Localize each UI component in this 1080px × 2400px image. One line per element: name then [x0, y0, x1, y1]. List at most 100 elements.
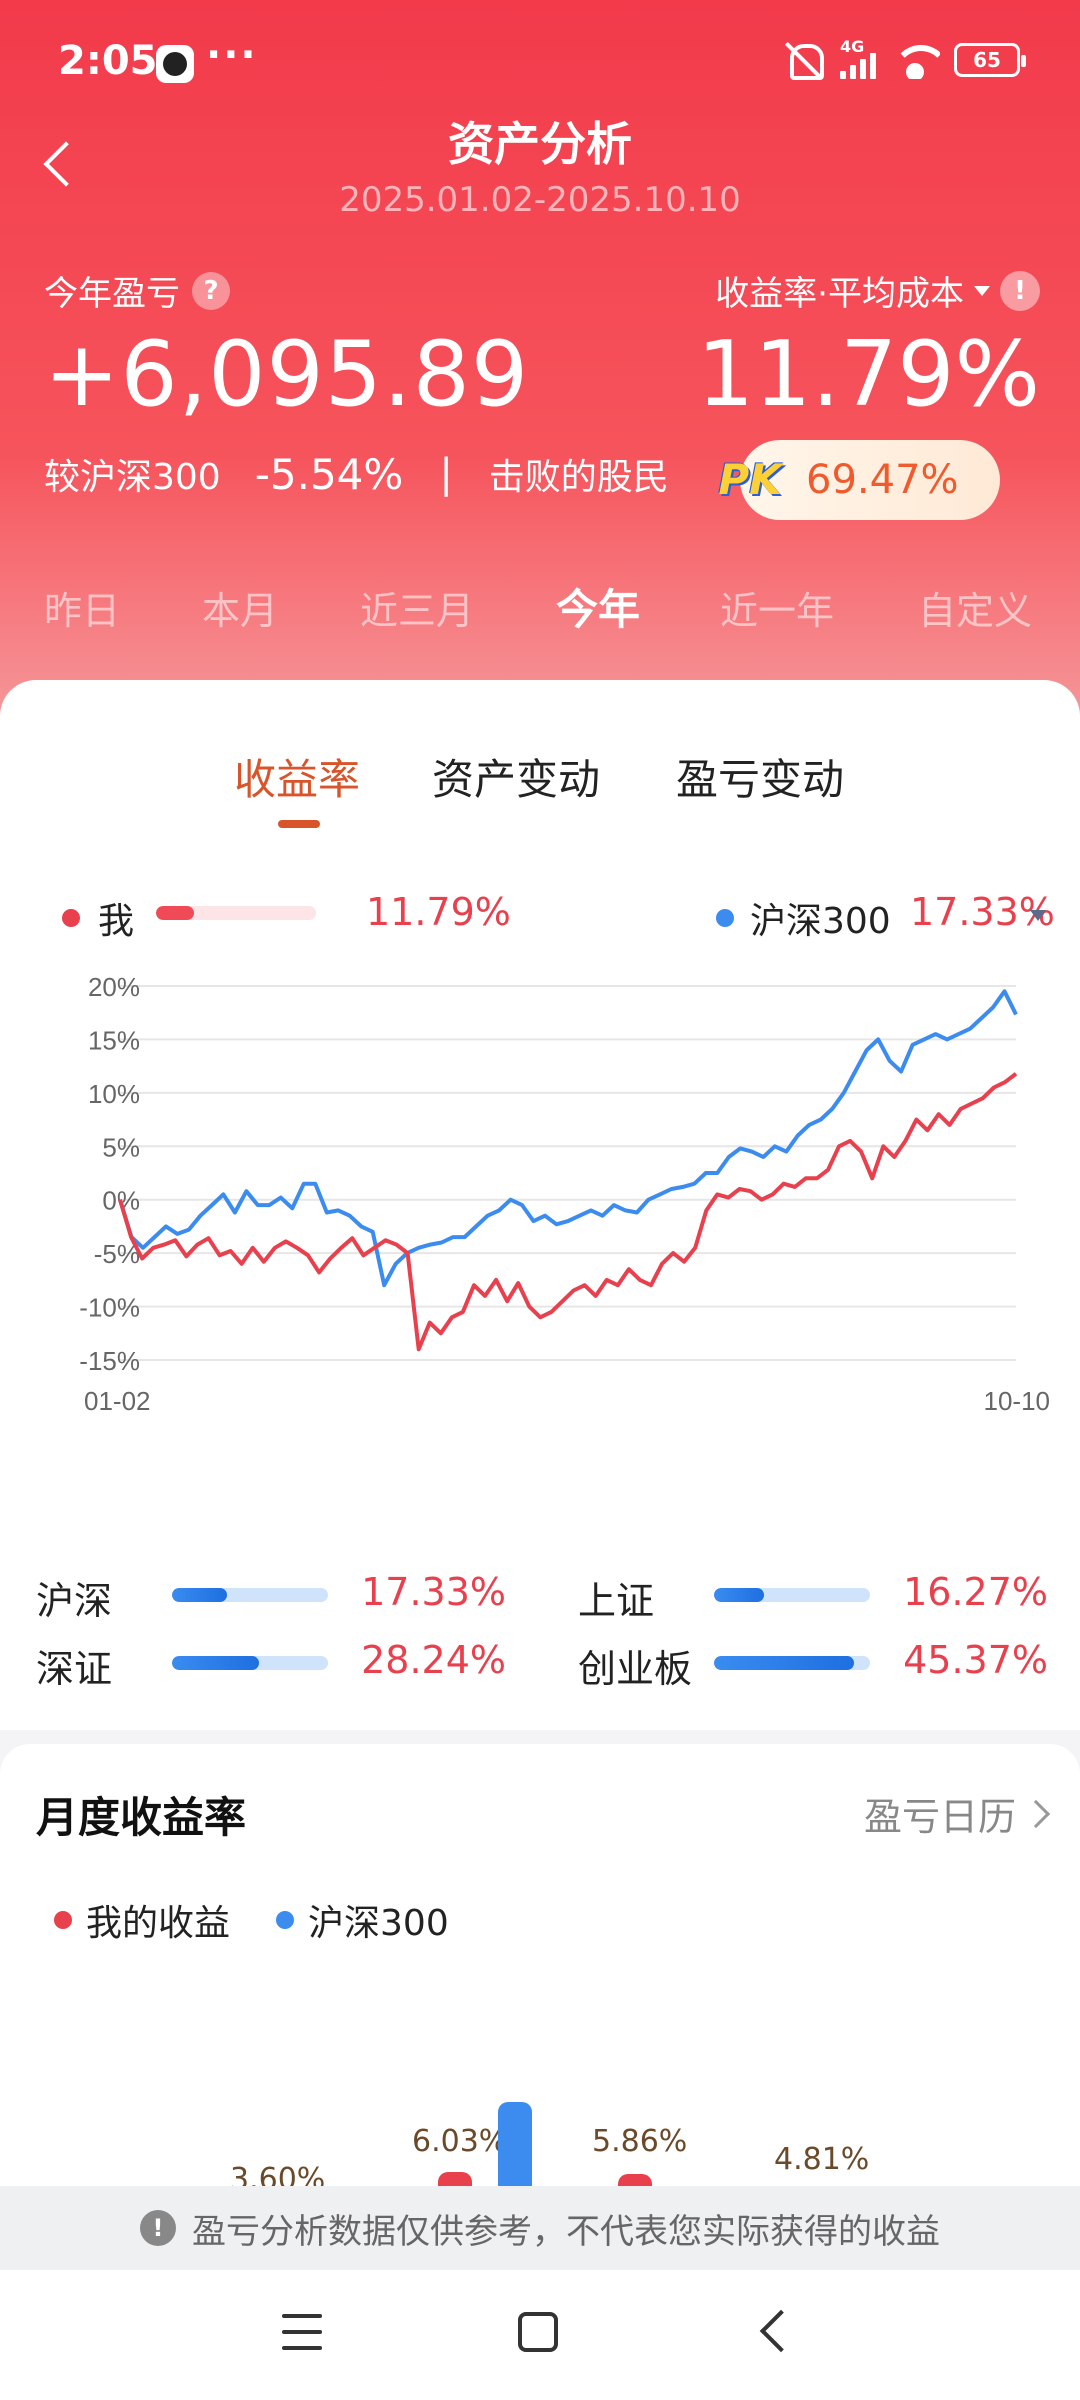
- legend-me-label: 我: [98, 901, 135, 942]
- index-name-sz: 深证: [36, 1647, 113, 1691]
- monthly-title: 月度收益率: [36, 1793, 247, 1842]
- y-tick-label: 10%: [88, 1079, 140, 1109]
- rate-mode-selector[interactable]: 收益率·平均成本 !: [715, 266, 1040, 315]
- x-tick-label: 10-10: [984, 1386, 1051, 1416]
- back-nav-icon[interactable]: [759, 2309, 803, 2353]
- y-tick-label: -5%: [94, 1239, 140, 1269]
- benchmark-dropdown-icon[interactable]: [1030, 910, 1046, 921]
- tab-asset-change[interactable]: 资产变动: [432, 755, 601, 804]
- legend-dot-hs300: [716, 909, 734, 927]
- tab-three-months[interactable]: 近三月: [360, 589, 475, 633]
- clock-app-icon: [156, 45, 194, 83]
- index-bar-cyb: [714, 1656, 870, 1670]
- pk-pill[interactable]: 69.47%: [740, 440, 1000, 520]
- compare-row: 较沪深300 -5.54% | 击败的股民: [44, 448, 669, 500]
- tab-indicator: [278, 820, 320, 828]
- legend-me-value: 11.79%: [366, 890, 511, 934]
- legend-hs300-monthly-label: 沪深300: [308, 1903, 449, 1944]
- more-notifications-icon: ···: [206, 32, 258, 78]
- beat-value: 69.47%: [806, 457, 959, 503]
- pl-label: 今年盈亏 ?: [44, 266, 230, 315]
- pl-calendar-link[interactable]: 盈亏日历: [863, 1786, 1051, 1841]
- disclaimer-banner: ! 盈亏分析数据仅供参考，不代表您实际获得的收益: [0, 2186, 1080, 2270]
- y-tick-label: 15%: [88, 1025, 140, 1055]
- legend-hs300-monthly: 沪深300: [276, 1894, 449, 1946]
- tab-custom[interactable]: 自定义: [918, 589, 1033, 633]
- status-bar: 2:05 ··· 4G 65: [0, 0, 1080, 120]
- mute-icon: [782, 40, 826, 80]
- signal-icon: 4G: [840, 37, 876, 79]
- status-time: 2:05: [58, 38, 158, 84]
- index-bar-sz: [172, 1656, 328, 1670]
- home-icon[interactable]: [518, 2312, 558, 2352]
- legend-hs300-label: 沪深300: [750, 901, 891, 942]
- legend-me-bar: [156, 906, 316, 920]
- y-tick-label: -10%: [79, 1293, 140, 1323]
- return-line-chart[interactable]: 20%15%10%5%0%-5%-10%-15%01-02 10-10: [0, 970, 1080, 1430]
- battery-icon: 65: [954, 43, 1026, 77]
- index-bar-sh: [714, 1588, 870, 1602]
- network-type: 4G: [840, 37, 865, 56]
- tab-pl-change[interactable]: 盈亏变动: [676, 755, 845, 804]
- tab-yesterday[interactable]: 昨日: [44, 589, 121, 633]
- compare-label: 较沪深300: [44, 457, 221, 498]
- tab-return-rate[interactable]: 收益率: [234, 755, 361, 804]
- monthly-card: 月度收益率 盈亏日历 我的收益 沪深300 3.60% 6.03% 5.86% …: [0, 1744, 1080, 2254]
- index-bar-hs: [172, 1588, 328, 1602]
- tab-this-month[interactable]: 本月: [202, 589, 279, 633]
- index-value-hs: 17.33%: [361, 1570, 506, 1614]
- index-row-2: 深证 28.24% 创业板 45.37%: [0, 1638, 1080, 1691]
- chart-legend: 我 11.79% 沪深300 17.33%: [0, 888, 1080, 942]
- calendar-link-label: 盈亏日历: [863, 1795, 1016, 1839]
- info-icon[interactable]: !: [1000, 270, 1040, 311]
- month-label: 5.86%: [592, 2124, 688, 2159]
- index-value-sh: 16.27%: [903, 1570, 1048, 1614]
- index-name-cyb: 创业板: [578, 1647, 693, 1691]
- disclaimer-text: 盈亏分析数据仅供参考，不代表您实际获得的收益: [192, 2211, 940, 2252]
- page-title: 资产分析: [448, 117, 632, 171]
- wifi-icon: [890, 41, 940, 79]
- monthly-bar-chart: 3.60% 6.03% 5.86% 4.81%: [0, 1744, 1080, 2254]
- pk-badge-icon: PK: [718, 454, 782, 504]
- x-tick-label: 01-02: [84, 1386, 151, 1416]
- menu-icon[interactable]: [282, 2314, 322, 2350]
- period-tabs: 昨日 本月 近三月 今年 近一年 自定义: [0, 580, 1080, 640]
- legend-dot-me: [62, 909, 80, 927]
- month-label: 4.81%: [774, 2142, 870, 2177]
- rate-label-text: 收益率·平均成本: [715, 274, 964, 314]
- legend-dot-my-return: [54, 1911, 72, 1929]
- pl-value: +6,095.89: [44, 322, 530, 427]
- y-tick-label: 20%: [88, 972, 140, 1002]
- series-line-me: [118, 1072, 1018, 1352]
- y-tick-label: 5%: [102, 1132, 140, 1162]
- index-row-1: 沪深 17.33% 上证 16.27%: [0, 1570, 1080, 1623]
- index-name-sh: 上证: [578, 1579, 655, 1623]
- compare-value: -5.54%: [254, 449, 404, 499]
- status-icons: 4G 65: [782, 37, 1026, 80]
- header: 2:05 ··· 4G 65 资产分析 2025.01.02-2025.10.1…: [0, 0, 1080, 760]
- info-icon: !: [140, 2210, 176, 2246]
- system-nav-bar: [0, 2270, 1080, 2400]
- index-value-sz: 28.24%: [361, 1638, 506, 1682]
- chart-tabs: 收益率 资产变动 盈亏变动: [0, 746, 1080, 826]
- monthly-legend: 我的收益 沪深300: [54, 1894, 495, 1946]
- tab-this-year[interactable]: 今年: [556, 585, 641, 634]
- legend-dot-hs300-monthly: [276, 1911, 295, 1929]
- divider: |: [439, 451, 453, 497]
- legend-me: 我: [62, 892, 134, 944]
- date-range: 2025.01.02-2025.10.10: [339, 180, 741, 220]
- legend-my-return: 我的收益: [54, 1894, 230, 1946]
- legend-hs300[interactable]: 沪深300: [716, 892, 891, 944]
- index-value-cyb: 45.37%: [903, 1638, 1048, 1682]
- help-icon[interactable]: ?: [192, 271, 230, 310]
- series-line-hs300: [118, 989, 1018, 1288]
- pl-label-text: 今年盈亏: [44, 274, 180, 314]
- return-card: 收益率 资产变动 盈亏变动 我 11.79% 沪深300 17.33% 20% 1…: [0, 680, 1080, 1730]
- y-tick-label: -15%: [79, 1346, 140, 1376]
- beat-label: 击败的股民: [488, 457, 669, 498]
- caret-down-icon: [974, 285, 990, 296]
- index-name-hs: 沪深: [36, 1579, 113, 1623]
- tab-one-year[interactable]: 近一年: [720, 589, 835, 633]
- month-label: 6.03%: [412, 2124, 508, 2159]
- legend-my-return-label: 我的收益: [86, 1903, 231, 1944]
